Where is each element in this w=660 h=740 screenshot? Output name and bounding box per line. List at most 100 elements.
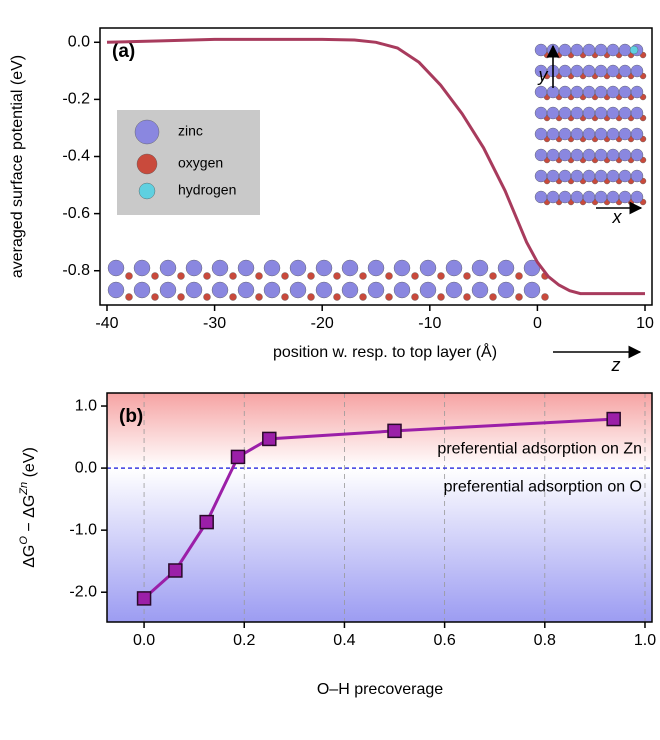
panel-label: (b) (119, 406, 143, 427)
backgrounds (107, 393, 652, 622)
atom (595, 44, 607, 56)
atom (547, 191, 559, 203)
atom (137, 154, 157, 174)
atom (160, 260, 176, 276)
atom (571, 191, 583, 203)
atom (607, 128, 619, 140)
x-axis-label: position w. resp. to top layer (Å) (273, 342, 497, 361)
axis-arrow-label: z (611, 355, 621, 375)
atom (212, 260, 228, 276)
atom (342, 282, 358, 298)
y-axis-label: ΔGO − ΔGZn (eV) (18, 447, 38, 568)
atom (368, 260, 384, 276)
atom (619, 128, 631, 140)
axis-arrow-label: x (612, 207, 623, 227)
atom (446, 282, 462, 298)
atom (394, 260, 410, 276)
atom (438, 273, 445, 280)
atom (607, 170, 619, 182)
atom (498, 282, 514, 298)
atom (464, 294, 471, 301)
atom (607, 86, 619, 98)
atom (559, 149, 571, 161)
atom (631, 170, 643, 182)
atom (583, 86, 595, 98)
atom (290, 260, 306, 276)
atom (472, 260, 488, 276)
atom (535, 149, 547, 161)
atom (256, 294, 263, 301)
atom (547, 170, 559, 182)
x-tick-label: 1.0 (634, 632, 656, 649)
atom (583, 65, 595, 77)
atom (290, 282, 306, 298)
atom (547, 149, 559, 161)
atom (631, 107, 643, 119)
x-tick-label: -20 (311, 315, 334, 332)
atom (186, 260, 202, 276)
y-tick-label: -0.4 (62, 148, 90, 165)
legend-label: hydrogen (178, 182, 236, 198)
atom (559, 191, 571, 203)
atom (571, 44, 583, 56)
atom (238, 282, 254, 298)
atom (595, 170, 607, 182)
atom (571, 170, 583, 182)
atom (316, 260, 332, 276)
x-tick-label: 10 (636, 315, 654, 332)
y-tick-label: -0.2 (62, 91, 90, 108)
atom (619, 170, 631, 182)
atom (516, 273, 523, 280)
y-tick-label: 0.0 (75, 459, 97, 476)
marker (263, 432, 276, 445)
x-tick-label: 0.8 (534, 632, 556, 649)
atom (559, 170, 571, 182)
atom (619, 191, 631, 203)
atom (308, 294, 315, 301)
atom (631, 191, 643, 203)
atom (238, 260, 254, 276)
y-tick-label: 1.0 (75, 397, 97, 414)
atom (126, 273, 133, 280)
atom (360, 294, 367, 301)
atom (619, 86, 631, 98)
atom (108, 260, 124, 276)
atom (264, 282, 280, 298)
atom (619, 44, 631, 56)
y-tick-label: -0.6 (62, 205, 90, 222)
atom (631, 86, 643, 98)
x-tick-label: 0.6 (433, 632, 455, 649)
atom (316, 282, 332, 298)
atom (186, 282, 202, 298)
atom (631, 149, 643, 161)
atom (559, 128, 571, 140)
atom (583, 44, 595, 56)
plot-background (107, 393, 652, 622)
atom (412, 294, 419, 301)
atom (178, 273, 185, 280)
figure: -40-30-20-100100.0-0.2-0.4-0.6-0.8(a)pos… (0, 0, 660, 740)
page: -40-30-20-100100.0-0.2-0.4-0.6-0.8(a)pos… (0, 0, 660, 740)
y-axis-label-part: ΔG (21, 545, 38, 568)
atom (595, 107, 607, 119)
atom (607, 44, 619, 56)
atom (547, 128, 559, 140)
atom (535, 107, 547, 119)
atom (607, 149, 619, 161)
x-tick-label: -30 (203, 315, 226, 332)
y-tick-label: 0.0 (68, 33, 90, 50)
atom (583, 170, 595, 182)
atom (571, 65, 583, 77)
atom (607, 65, 619, 77)
atom (152, 294, 159, 301)
atom (472, 282, 488, 298)
atom (446, 260, 462, 276)
legend-label: oxygen (178, 155, 223, 171)
panel-label: (a) (112, 41, 135, 62)
atom (619, 149, 631, 161)
atom (542, 294, 549, 301)
annotation: preferential adsorption on O (444, 478, 642, 495)
y-axis-label: averaged surface potential (eV) (9, 55, 26, 278)
atom (524, 282, 540, 298)
atom (160, 282, 176, 298)
